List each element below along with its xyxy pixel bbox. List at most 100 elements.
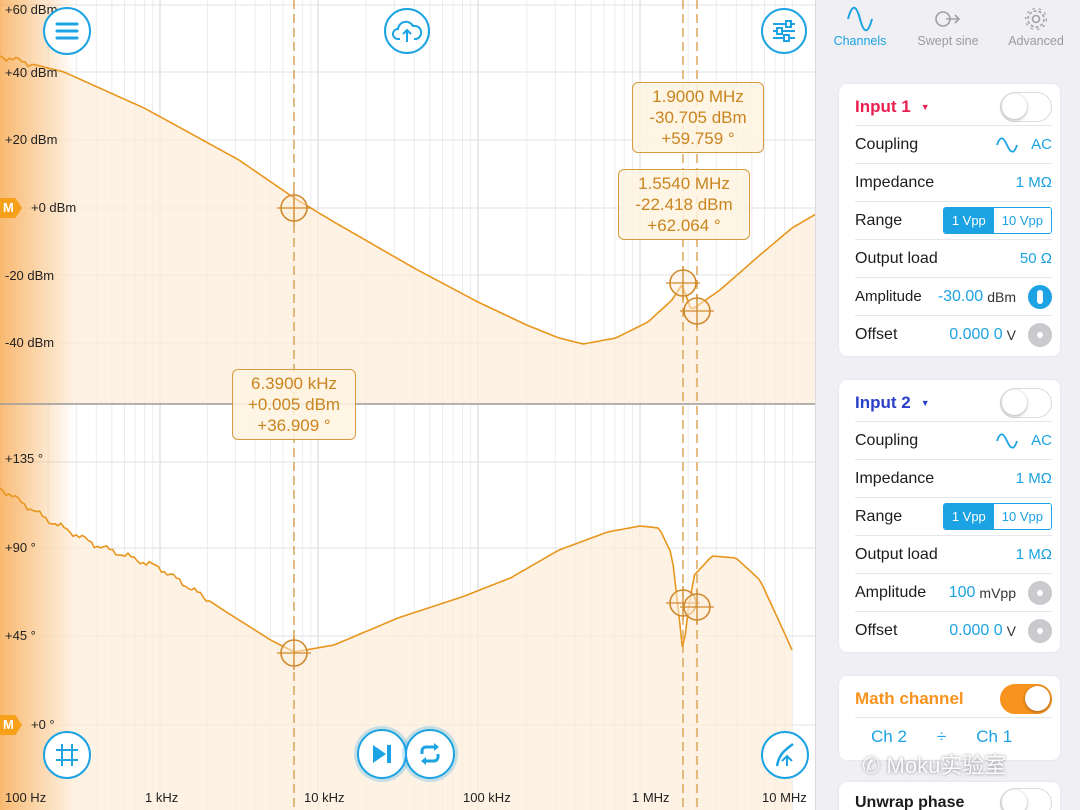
phase-fill <box>0 488 792 810</box>
math-header[interactable]: Math channel <box>855 680 1052 718</box>
row-label: Offset <box>855 622 898 639</box>
autoscale-icon <box>775 742 794 767</box>
grid-button[interactable] <box>43 731 91 779</box>
unwrap-label: Unwrap phase <box>855 794 965 810</box>
tab-label: Swept sine <box>917 34 979 48</box>
mag-tick-label: -40 dBm <box>5 335 55 350</box>
cursor-readout[interactable]: 1.9000 MHz -30.705 dBm +59.759 ° <box>632 82 764 153</box>
phase-tick-label: +135 ° <box>5 451 44 466</box>
range-selector[interactable]: 1 Vpp 10 Vpp <box>942 207 1052 234</box>
amplitude-row: Amplitude -30.00 dBm <box>855 278 1052 316</box>
mag-tick-label: +60 dBm <box>5 2 58 17</box>
chevron-down-icon[interactable]: ▼ <box>920 397 930 408</box>
cursor-marker <box>680 590 714 624</box>
offset-knob-icon[interactable] <box>1028 323 1052 347</box>
chevron-down-icon[interactable]: ▼ <box>920 101 930 112</box>
unwrap-card: Unwrap phase <box>839 782 1060 810</box>
range-option[interactable]: 10 Vpp <box>993 504 1051 529</box>
settings-button[interactable] <box>761 8 807 54</box>
input1-card: Input 1 ▼ Coupling AC Impedance 1 MΩ Ran… <box>839 84 1060 356</box>
unwrap-toggle[interactable] <box>1000 788 1052 810</box>
coupling-row[interactable]: Coupling AC <box>855 422 1052 460</box>
run-single-button[interactable] <box>357 729 407 779</box>
offset-knob-icon[interactable] <box>1028 619 1052 643</box>
math-operand-b[interactable]: Ch 1 <box>976 727 1013 746</box>
repeat-icon <box>420 743 440 765</box>
tab-advanced[interactable]: Advanced <box>992 4 1080 48</box>
cursor-frequency: 1.9000 MHz <box>652 87 744 106</box>
input2-header[interactable]: Input 2 ▼ <box>855 384 1052 422</box>
bode-plot[interactable]: +60 dBm +40 dBm +20 dBm +0 dBm -20 dBm -… <box>0 0 815 810</box>
output-load-value: 50 Ω <box>1019 250 1052 267</box>
ac-wave-icon <box>996 136 1019 153</box>
offset-value[interactable]: 0.000 0 <box>949 622 1003 639</box>
tab-swept-sine[interactable]: Swept sine <box>904 4 992 48</box>
row-label: Range <box>855 211 903 229</box>
input2-enable-toggle[interactable] <box>1000 387 1052 418</box>
autoscale-button[interactable] <box>761 731 809 779</box>
tab-channels[interactable]: Channels <box>816 4 904 48</box>
range-option[interactable]: 10 Vpp <box>993 208 1051 233</box>
range-row: Range 1 Vpp 10 Vpp <box>855 202 1052 240</box>
math-enable-toggle[interactable] <box>1000 683 1052 714</box>
menu-button[interactable] <box>43 7 91 55</box>
impedance-row[interactable]: Impedance 1 MΩ <box>855 460 1052 498</box>
amplitude-value[interactable]: -30.00 <box>937 287 984 305</box>
mag-tick-label: -20 dBm <box>5 268 55 283</box>
amplitude-unit: mVpp <box>979 584 1016 601</box>
impedance-row[interactable]: Impedance 1 MΩ <box>855 164 1052 202</box>
input1-header[interactable]: Input 1 ▼ <box>855 88 1052 126</box>
ac-wave-icon <box>996 432 1019 449</box>
cursor-frequency: 1.5540 MHz <box>638 174 730 193</box>
unwrap-row[interactable]: Unwrap phase <box>855 784 1052 810</box>
grid-icon <box>56 744 78 766</box>
cursor-phase: +36.909 ° <box>257 416 331 435</box>
offset-unit: V <box>1006 623 1016 639</box>
magnitude-marker-badge[interactable]: M <box>0 198 22 218</box>
coupling-row[interactable]: Coupling AC <box>855 126 1052 164</box>
cursor-markers <box>277 191 714 670</box>
channel-title: Input 2 <box>855 392 911 412</box>
cursor-phase: +59.759 ° <box>661 129 735 148</box>
math-operand-a[interactable]: Ch 2 <box>871 727 907 746</box>
impedance-value: 1 MΩ <box>1015 174 1052 191</box>
cursor-marker <box>277 191 311 225</box>
phase-trace <box>0 487 793 653</box>
output-load-row[interactable]: Output load 1 MΩ <box>855 536 1052 574</box>
row-label: Impedance <box>855 173 935 191</box>
math-expression-row: Ch 2 ÷ Ch 1 <box>855 718 1052 756</box>
upload-button[interactable] <box>384 8 430 54</box>
range-option[interactable]: 1 Vpp <box>943 504 994 529</box>
range-selector[interactable]: 1 Vpp 10 Vpp <box>942 503 1052 530</box>
amplitude-knob-icon[interactable] <box>1028 580 1052 605</box>
magnitude-fill <box>0 56 815 404</box>
sine-wave-icon <box>847 6 873 32</box>
menu-icon <box>55 22 79 40</box>
offset-value[interactable]: 0.000 0 <box>949 326 1003 343</box>
input1-enable-toggle[interactable] <box>1000 91 1052 122</box>
channel-title: Math channel <box>855 688 964 708</box>
phase-marker-badge[interactable]: M <box>0 715 22 735</box>
amplitude-knob-icon[interactable] <box>1028 284 1052 309</box>
play-skip-icon <box>373 745 391 763</box>
wechat-icon: ✆ <box>862 753 887 778</box>
freq-tick-label: 1 MHz <box>632 790 670 805</box>
run-continuous-button[interactable] <box>405 729 455 779</box>
range-row: Range 1 Vpp 10 Vpp <box>855 498 1052 536</box>
tab-label: Channels <box>833 34 887 48</box>
amplitude-unit: dBm <box>987 288 1016 305</box>
freq-tick-label: 100 kHz <box>463 790 511 805</box>
offset-unit: V <box>1006 327 1016 343</box>
cursor-readout[interactable]: 1.5540 MHz -22.418 dBm +62.064 ° <box>618 169 750 240</box>
amplitude-value[interactable]: 100 <box>948 583 976 601</box>
output-load-row[interactable]: Output load 50 Ω <box>855 240 1052 278</box>
row-label: Amplitude <box>855 288 922 305</box>
cursor-magnitude: -22.418 dBm <box>635 195 733 214</box>
output-load-value: 1 MΩ <box>1015 546 1052 563</box>
range-option[interactable]: 1 Vpp <box>943 208 994 233</box>
math-operator[interactable]: ÷ <box>936 727 947 746</box>
mag-tick-label: +40 dBm <box>5 65 58 80</box>
freq-tick-label: 10 MHz <box>762 790 807 805</box>
cursor-readout[interactable]: 6.3900 kHz +0.005 dBm +36.909 ° <box>232 369 356 440</box>
